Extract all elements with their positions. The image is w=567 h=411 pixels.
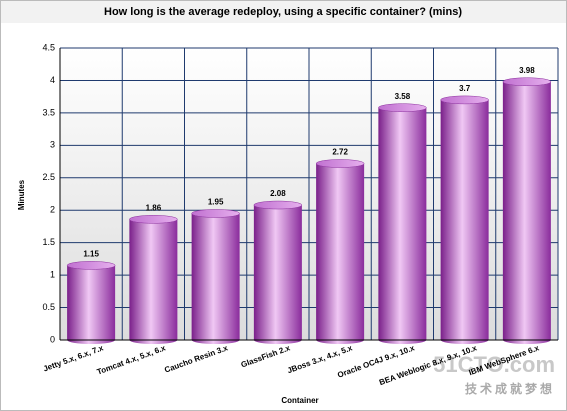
data-label: 2.72: [332, 148, 348, 157]
bar-top: [66, 261, 116, 270]
title-bar: [1, 1, 566, 23]
bar-top: [315, 159, 365, 168]
y-tick-label: 2: [50, 205, 55, 215]
x-axis-label: Container: [281, 396, 318, 405]
y-tick-label: 1.5: [42, 237, 55, 247]
bar: [378, 107, 427, 344]
bar-top: [191, 209, 240, 218]
bar: [502, 81, 551, 345]
data-label: 1.95: [208, 198, 224, 207]
bar: [253, 205, 302, 344]
data-label: 1.15: [83, 249, 99, 258]
bar: [67, 265, 116, 344]
bar-top: [440, 95, 489, 105]
bar-top: [378, 103, 427, 112]
y-tick-label: 2.5: [42, 172, 55, 182]
chart-title: How long is the average redeploy, using …: [104, 6, 462, 18]
bar: [191, 213, 240, 344]
bar: [440, 99, 489, 345]
bar: [129, 219, 178, 344]
y-tick-label: 4.5: [42, 42, 55, 52]
data-label: 1.86: [146, 203, 162, 212]
y-tick-label: 1: [50, 269, 55, 279]
y-tick-label: 0: [50, 334, 55, 344]
bar: [316, 163, 365, 344]
data-label: 3.7: [459, 84, 471, 93]
y-tick-label: 3.5: [42, 107, 55, 117]
y-tick-label: 3: [50, 140, 55, 150]
bar-top: [502, 77, 552, 86]
y-tick-label: 0.5: [42, 302, 55, 312]
data-label: 3.98: [519, 66, 535, 75]
bar-top: [129, 215, 178, 224]
data-label: 2.08: [270, 189, 286, 198]
bar-top: [253, 200, 303, 210]
y-axis-label: Minutes: [17, 179, 26, 210]
watermark: 技术成就梦想: [465, 381, 555, 396]
watermark: 51CTO.com: [433, 352, 555, 377]
data-label: 3.58: [395, 92, 411, 101]
y-tick-label: 4: [50, 75, 55, 85]
